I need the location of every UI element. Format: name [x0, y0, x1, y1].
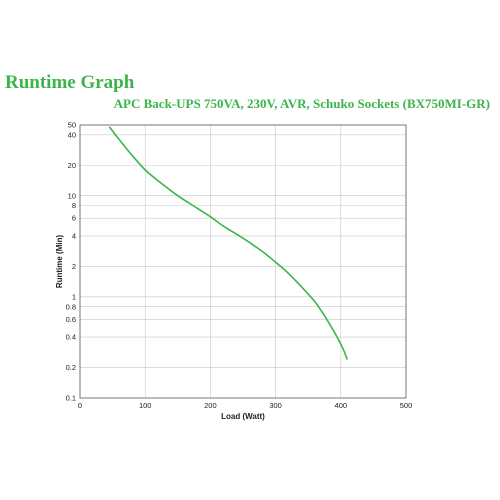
x-axis-label: Load (Watt): [221, 412, 265, 421]
y-tick-label: 6: [72, 214, 76, 223]
chart-title: Runtime Graph: [5, 72, 135, 93]
y-tick-label: 0.6: [66, 315, 76, 324]
x-tick-label: 400: [335, 401, 348, 410]
y-tick-label: 10: [68, 191, 76, 200]
y-tick-label: 0.2: [66, 363, 76, 372]
y-tick-label: 1: [72, 292, 76, 301]
y-tick-label: 40: [68, 130, 76, 139]
y-axis-label: Runtime (Min): [55, 235, 64, 289]
x-tick-label: 0: [78, 401, 82, 410]
series-line-runtime: [108, 126, 349, 360]
x-tick-label: 200: [204, 401, 217, 410]
y-tick-label: 20: [68, 161, 76, 170]
chart-subtitle: APC Back-UPS 750VA, 230V, AVR, Schuko So…: [113, 96, 490, 111]
plot-frame: [79, 124, 407, 399]
y-tick-label: 2: [72, 262, 76, 271]
y-tick-label: 0.4: [66, 333, 76, 342]
x-tick-label: 100: [139, 401, 152, 410]
y-tick-label: 50: [68, 121, 76, 130]
y-tick-label: 0.8: [66, 302, 76, 311]
x-tick-label: 300: [269, 401, 282, 410]
y-tick-label: 0.1: [66, 394, 76, 403]
x-tick-label: 500: [400, 401, 413, 410]
y-tick-label: 4: [72, 232, 76, 241]
y-tick-label: 8: [72, 201, 76, 210]
